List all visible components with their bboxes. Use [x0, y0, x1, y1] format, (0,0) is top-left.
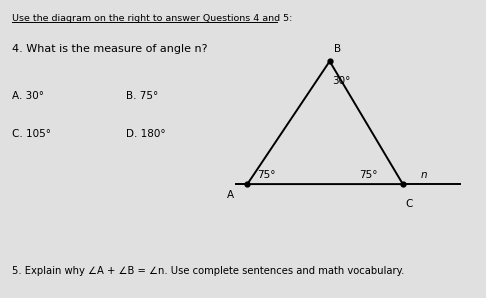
Text: C. 105°: C. 105° [12, 128, 51, 139]
Text: 75°: 75° [359, 170, 378, 180]
Text: D. 180°: D. 180° [126, 128, 166, 139]
Text: Use the diagram on the right to answer Questions 4 and 5:: Use the diagram on the right to answer Q… [12, 15, 292, 24]
Text: A: A [226, 190, 234, 200]
Text: 5. Explain why ∠A + ∠B = ∠n. Use complete sentences and math vocabulary.: 5. Explain why ∠A + ∠B = ∠n. Use complet… [12, 266, 404, 276]
Text: 4. What is the measure of angle n?: 4. What is the measure of angle n? [12, 44, 208, 54]
Text: n: n [421, 170, 428, 180]
Text: C: C [405, 199, 413, 209]
Text: 30°: 30° [332, 76, 350, 86]
Text: 75°: 75° [258, 170, 276, 180]
Text: A. 30°: A. 30° [12, 91, 44, 100]
Text: B: B [334, 44, 341, 54]
Text: B. 75°: B. 75° [126, 91, 158, 100]
